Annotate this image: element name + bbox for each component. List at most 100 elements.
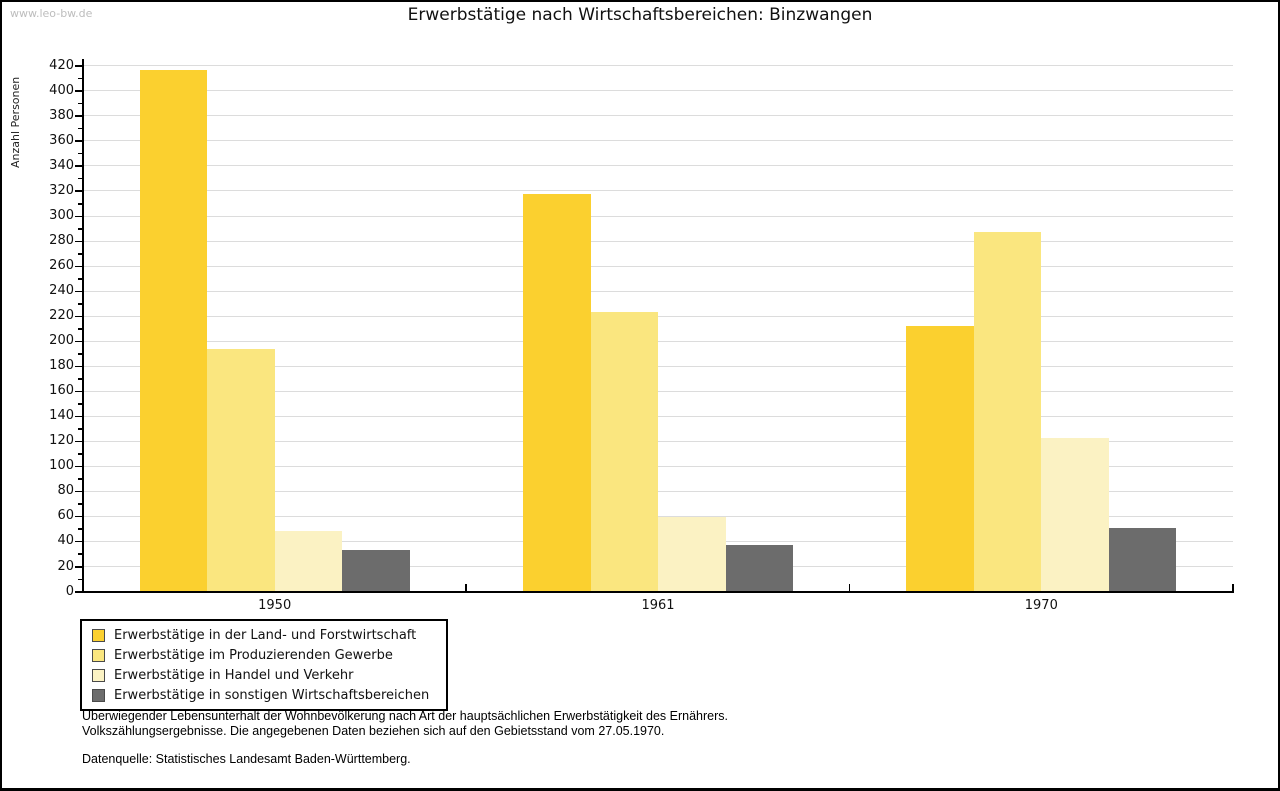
y-minor-tick <box>78 278 82 280</box>
legend-label: Erwerbstätige in der Land- und Forstwirt… <box>114 627 417 643</box>
y-tick-label: 360 <box>49 132 74 148</box>
bar-1950-series2 <box>207 349 275 591</box>
bar-1970-series1 <box>906 325 974 591</box>
y-major-tick <box>75 165 82 167</box>
y-minor-tick <box>78 102 82 105</box>
y-tick-label: 60 <box>57 508 74 524</box>
y-tick-label: 40 <box>57 533 74 549</box>
y-gridline <box>83 490 1233 492</box>
legend-swatch-series2 <box>92 648 105 662</box>
legend-swatch-series1 <box>92 628 105 642</box>
y-major-tick <box>75 440 82 443</box>
y-gridline <box>83 315 1233 317</box>
x-boundary-tick <box>848 584 851 591</box>
y-major-tick <box>75 240 82 242</box>
bar-1961-series2 <box>590 311 658 591</box>
footer-note-line2: Volkszählungsergebnisse. Die angegebenen… <box>82 723 665 738</box>
y-minor-tick <box>78 303 82 305</box>
legend-item: Erwerbstätige in sonstigen Wirtschaftsbe… <box>92 685 446 705</box>
y-major-tick <box>75 265 82 267</box>
bar-1961-series4 <box>725 544 793 591</box>
y-gridline <box>83 340 1233 342</box>
y-major-tick <box>75 415 82 418</box>
y-tick-label: 100 <box>49 458 74 474</box>
bar-1961-series3 <box>658 517 726 591</box>
y-major-tick <box>75 65 82 67</box>
y-major-tick <box>75 90 82 92</box>
bar-1970-series4 <box>1108 528 1177 591</box>
bar-1950-series1 <box>139 70 208 591</box>
y-tick-label: 340 <box>49 157 74 173</box>
y-gridline <box>83 290 1233 292</box>
y-tick-label: 160 <box>49 383 74 399</box>
x-tick-label: 1961 <box>641 598 675 613</box>
legend-label: Erwerbstätige in Handel und Verkehr <box>114 667 354 683</box>
watermark: www.leo-bw.de <box>10 7 93 20</box>
y-tick-label: 280 <box>49 233 74 248</box>
y-minor-tick <box>78 328 82 330</box>
legend-item: Erwerbstätige in der Land- und Forstwirt… <box>92 625 446 645</box>
x-tick-label: 1950 <box>258 598 292 613</box>
y-tick-label: 20 <box>57 558 74 574</box>
y-tick-label: 220 <box>49 308 74 324</box>
y-gridline <box>83 115 1233 117</box>
y-gridline <box>83 215 1233 217</box>
y-tick-label: 240 <box>49 283 74 299</box>
footer-source: Datenquelle: Statistisches Landesamt Bad… <box>82 752 411 766</box>
bar-1950-series4 <box>342 549 410 591</box>
y-tick-label: 180 <box>49 358 74 374</box>
y-major-tick <box>75 390 82 393</box>
y-major-tick <box>75 465 82 468</box>
legend-label: Erwerbstätige im Produzierenden Gewerbe <box>114 647 393 663</box>
y-gridline <box>83 390 1233 392</box>
x-boundary-tick <box>1232 584 1234 591</box>
y-minor-tick <box>78 528 82 530</box>
y-major-tick <box>75 365 82 368</box>
y-minor-tick <box>78 177 82 180</box>
footer-note-line1: Überwiegender Lebensunterhalt der Wohnbe… <box>82 709 728 723</box>
y-major-tick <box>75 215 82 217</box>
y-major-tick <box>75 115 82 117</box>
x-boundary-tick <box>465 584 467 591</box>
y-minor-tick <box>78 203 82 205</box>
y-tick-label: 140 <box>49 408 74 424</box>
legend-label: Erwerbstätige in sonstigen Wirtschaftsbe… <box>114 687 430 703</box>
y-major-tick <box>75 490 82 493</box>
y-tick-label: 120 <box>49 433 74 449</box>
y-minor-tick <box>78 353 82 355</box>
y-minor-tick <box>78 378 82 380</box>
bar-1970-series2 <box>973 231 1042 591</box>
y-major-tick <box>75 515 82 518</box>
y-gridline <box>83 440 1233 442</box>
legend-item: Erwerbstätige in Handel und Verkehr <box>92 665 446 685</box>
y-minor-tick <box>78 253 82 255</box>
y-gridline <box>83 90 1233 92</box>
y-major-tick <box>75 566 82 568</box>
y-minor-tick <box>78 228 82 230</box>
y-minor-tick <box>78 453 82 455</box>
y-minor-tick <box>78 553 82 555</box>
footer-note: Überwiegender Lebensunterhalt der Wohnbe… <box>82 709 728 738</box>
legend: Erwerbstätige in der Land- und Forstwirt… <box>80 619 448 711</box>
y-gridline <box>83 240 1233 242</box>
y-minor-tick <box>78 77 82 80</box>
bar-1970-series3 <box>1041 438 1109 591</box>
x-tick-label: 1970 <box>1024 598 1058 613</box>
y-tick-label: 200 <box>49 333 74 349</box>
y-major-tick <box>75 140 82 142</box>
y-gridline <box>83 365 1233 367</box>
y-tick-label: 260 <box>49 258 74 273</box>
y-tick-label: 380 <box>49 107 74 123</box>
y-gridline <box>83 265 1233 267</box>
y-tick-label: 0 <box>65 583 74 599</box>
legend-swatch-series4 <box>92 688 105 702</box>
y-gridline <box>83 465 1233 467</box>
y-gridline <box>83 415 1233 417</box>
legend-swatch-series3 <box>92 668 105 682</box>
y-axis-line <box>82 59 84 593</box>
y-gridline <box>83 190 1233 192</box>
bar-1950-series3 <box>274 530 343 591</box>
bar-1961-series1 <box>523 194 591 591</box>
y-gridline <box>83 140 1233 142</box>
